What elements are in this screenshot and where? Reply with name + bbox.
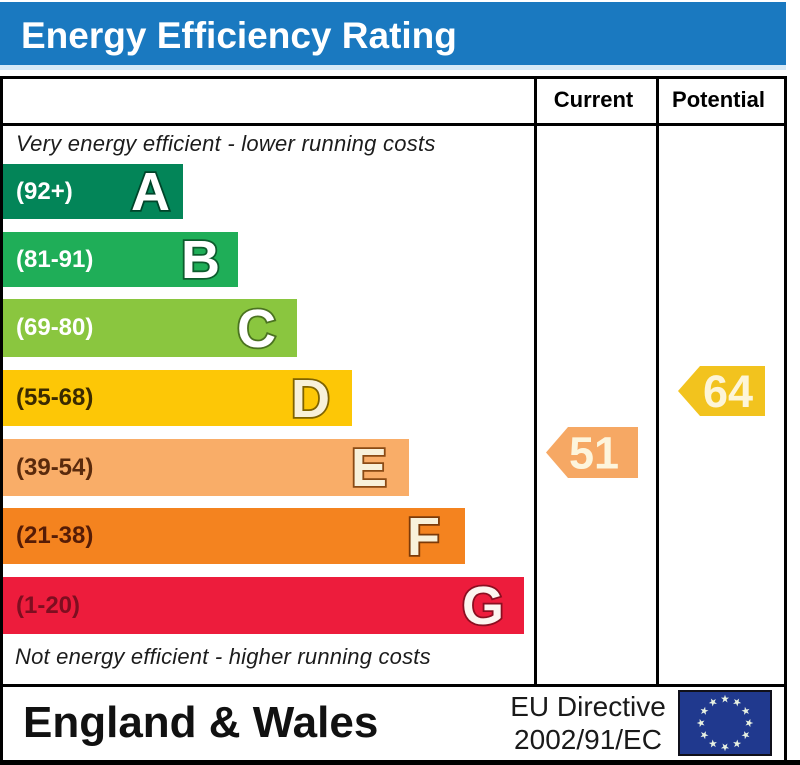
svg-text:64: 64 [703,366,753,417]
svg-text:51: 51 [569,428,619,479]
